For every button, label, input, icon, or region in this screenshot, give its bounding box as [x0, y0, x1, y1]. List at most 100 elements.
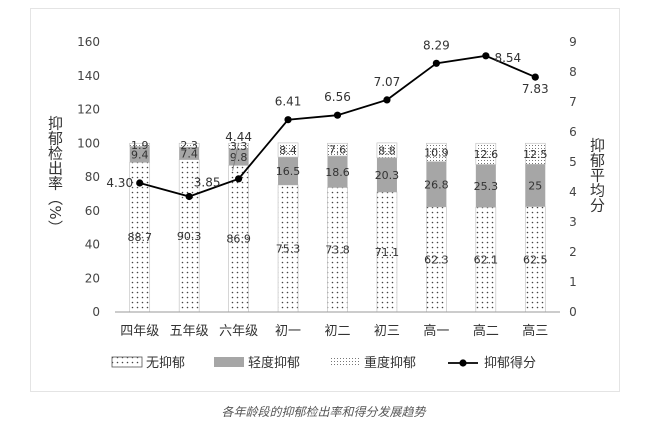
bar-label-severe: 2.3 — [180, 139, 198, 152]
score-point — [136, 179, 144, 187]
legend-swatch-mild — [214, 357, 244, 367]
left-tick-label: 160 — [77, 35, 100, 49]
bar-label-none: 62.3 — [424, 253, 449, 266]
left-tick-label: 60 — [85, 204, 100, 218]
x-tick-label: 高一 — [423, 323, 449, 339]
legend-swatch-none — [111, 356, 143, 368]
right-tick-label: 6 — [569, 125, 577, 139]
score-label: 8.54 — [494, 51, 521, 65]
bar-segment-severe — [426, 142, 447, 162]
right-tick-label: 5 — [569, 155, 577, 169]
x-labels: 四年级 五年级 六年级 初一 初二 初三 高一 高二 高三 — [120, 323, 548, 339]
score-label: 3.85 — [194, 176, 221, 190]
legend-label-severe: 重度抑郁 — [364, 355, 416, 371]
left-tick-label: 140 — [77, 69, 100, 83]
score-point — [284, 116, 292, 124]
score-line: 4.30 3.85 4.44 6.41 6.56 7.07 8.29 8.54 7.83 — [106, 38, 549, 201]
bar-label-mild: 18.6 — [325, 166, 350, 179]
score-label: 6.41 — [275, 95, 302, 109]
score-label: 7.07 — [374, 75, 401, 89]
bar-segment-mild — [426, 161, 447, 207]
legend-label-line: 抑郁得分 — [484, 355, 536, 371]
bar-label-mild: 25 — [528, 179, 542, 192]
bar-segment-severe — [376, 142, 398, 159]
bar-label-none: 88.7 — [127, 231, 152, 244]
bar-segment-mild — [376, 157, 397, 193]
x-tick-label: 高三 — [522, 323, 548, 339]
bar-label-mild: 7.4 — [180, 147, 198, 160]
left-tick-label: 20 — [85, 271, 100, 285]
right-tick-label: 3 — [569, 215, 577, 229]
legend-label-none: 无抑郁 — [146, 356, 185, 371]
bar-label-none: 90.3 — [177, 230, 202, 243]
bar-segment-mild — [525, 164, 546, 207]
x-tick-label: 初一 — [275, 324, 301, 339]
score-label: 4.44 — [225, 130, 252, 144]
score-point — [482, 52, 490, 60]
bar-label-mild: 16.5 — [276, 165, 301, 178]
bar-label-severe: 12.6 — [474, 148, 499, 161]
right-tick-label: 8 — [569, 65, 577, 79]
chart: 0 20 40 60 80 100 120 140 160 0 1 2 3 4 5 6 7 8 9 88.7 9.4… — [46, 35, 606, 371]
right-tick-label: 0 — [569, 305, 577, 319]
left-tick-label: 80 — [85, 170, 100, 184]
bar-label-severe: 3.3 — [230, 140, 248, 153]
caption: 各年龄段的抑郁检出率和得分发展趋势 — [221, 405, 426, 419]
bar-segment-severe — [129, 142, 151, 147]
legend-swatch-severe — [330, 357, 360, 367]
legend: 无抑郁 轻度抑郁 重度抑郁 抑郁得分 — [111, 355, 536, 371]
bar-segment-severe — [475, 142, 497, 165]
score-point — [383, 96, 391, 104]
bar-label-mild: 25.3 — [474, 180, 499, 193]
right-axis-title: 抑郁平均分 — [588, 138, 606, 214]
bar-label-severe: 8.4 — [279, 144, 297, 157]
right-tick-label: 9 — [569, 35, 577, 49]
right-tick-label: 2 — [569, 245, 577, 259]
score-label: 6.56 — [324, 90, 351, 104]
bar-segment-mild — [475, 164, 496, 208]
bar-segment-mild — [278, 157, 299, 185]
score-label: 8.29 — [423, 38, 450, 52]
bar-segment-mild — [228, 148, 249, 166]
bar-label-severe: 8.8 — [378, 144, 396, 157]
x-tick-label: 五年级 — [170, 324, 209, 339]
legend-swatch-line-marker — [459, 359, 467, 367]
left-axis: 0 20 40 60 80 100 120 140 160 — [77, 35, 100, 319]
bar-label-mild: 9.4 — [131, 148, 149, 161]
left-tick-label: 40 — [85, 238, 100, 252]
bar-label-severe: 7.6 — [329, 144, 347, 157]
right-tick-label: 1 — [569, 275, 577, 289]
bar-segment-severe — [277, 142, 299, 158]
bar-segment-mild — [129, 146, 150, 163]
left-tick-label: 100 — [77, 136, 100, 150]
bar-segment-severe — [327, 142, 348, 157]
bar-segment-severe — [524, 142, 546, 165]
bar-label-mild: 26.8 — [424, 178, 449, 191]
score-point — [432, 59, 440, 67]
bar-label-severe: 12.5 — [523, 148, 548, 161]
bar-label-severe: 1.9 — [131, 139, 149, 152]
score-label-leader — [232, 142, 240, 171]
score-label: 4.30 — [106, 176, 133, 190]
score-point — [235, 175, 243, 183]
bar-label-none: 73.8 — [325, 244, 350, 257]
bar-segment-mild — [179, 147, 200, 160]
bar-label-none: 62.1 — [474, 254, 499, 267]
bar-label-none: 86.9 — [226, 233, 251, 246]
right-tick-label: 4 — [569, 185, 577, 199]
x-tick-label: 初二 — [324, 324, 350, 339]
bar-label-mild: 20.3 — [375, 169, 400, 182]
bar-label-severe: 10.9 — [424, 146, 449, 159]
axis-titles: 抑郁检出率（%） 抑郁平均分 — [46, 115, 606, 234]
bars — [129, 142, 546, 313]
left-tick-label: 0 — [92, 305, 100, 319]
bar-label-none: 75.3 — [276, 242, 301, 255]
bar-segment-mild — [327, 156, 348, 188]
legend-label-mild: 轻度抑郁 — [248, 355, 300, 371]
x-tick-label: 六年级 — [219, 324, 258, 339]
bar-label-none: 71.1 — [375, 246, 400, 259]
x-tick-label: 四年级 — [120, 324, 159, 339]
right-tick-label: 7 — [569, 95, 577, 109]
bar-labels: 88.7 9.41.9 90.3 7.42.3 86.9 9.83.3 75.3 16.5 8.… — [127, 139, 547, 267]
